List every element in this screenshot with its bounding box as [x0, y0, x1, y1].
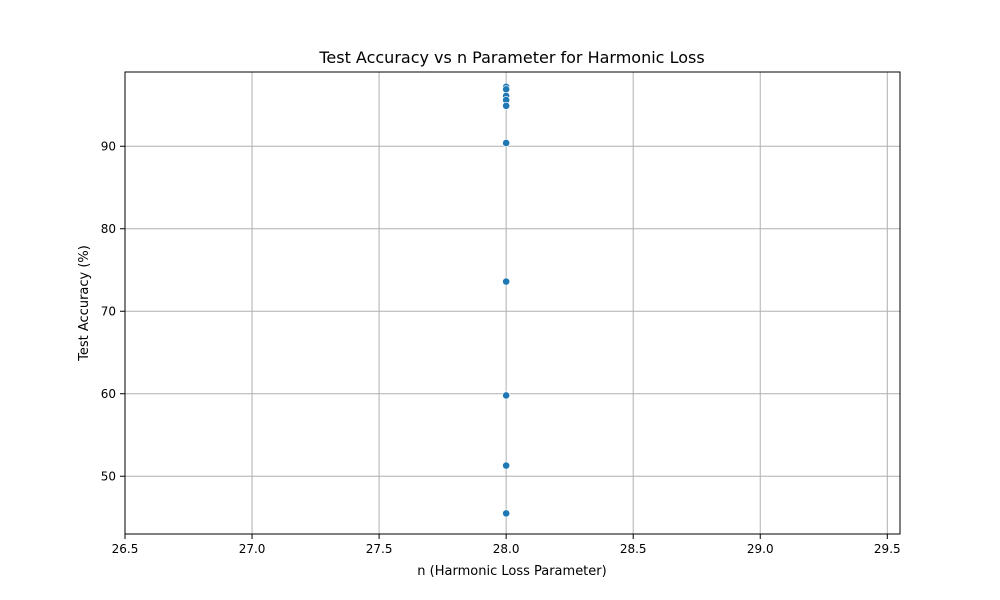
x-tick-label: 27.0 [239, 542, 266, 556]
x-axis-ticks: 26.5 27.0 27.5 28.0 28.5 29.0 29.5 [112, 534, 901, 556]
data-point [502, 509, 511, 518]
data-point [502, 391, 511, 400]
x-axis-label: n (Harmonic Loss Parameter) [417, 564, 606, 579]
x-tick-label: 27.5 [366, 542, 393, 556]
x-tick-label: 29.0 [747, 542, 774, 556]
y-tick-label: 50 [101, 469, 116, 483]
data-point [502, 101, 511, 110]
data-point [502, 85, 511, 94]
grid-lines [124, 72, 900, 534]
chart-title: Test Accuracy vs n Parameter for Harmoni… [318, 48, 704, 67]
y-tick-label: 70 [101, 304, 116, 318]
data-points [502, 82, 511, 518]
data-point [502, 277, 511, 286]
y-axis-label: Test Accuracy (%) [77, 245, 92, 362]
x-tick-label: 28.0 [493, 542, 520, 556]
y-tick-label: 80 [101, 222, 116, 236]
x-tick-label: 26.5 [112, 542, 139, 556]
x-tick-label: 28.5 [620, 542, 647, 556]
data-point [502, 139, 511, 147]
data-point [502, 461, 511, 470]
plot-frame [124, 71, 901, 535]
x-tick-label: 29.5 [874, 542, 901, 556]
y-axis-ticks: 50 60 70 80 90 [101, 139, 125, 483]
y-tick-label: 60 [101, 387, 116, 401]
y-tick-label: 90 [101, 139, 116, 153]
